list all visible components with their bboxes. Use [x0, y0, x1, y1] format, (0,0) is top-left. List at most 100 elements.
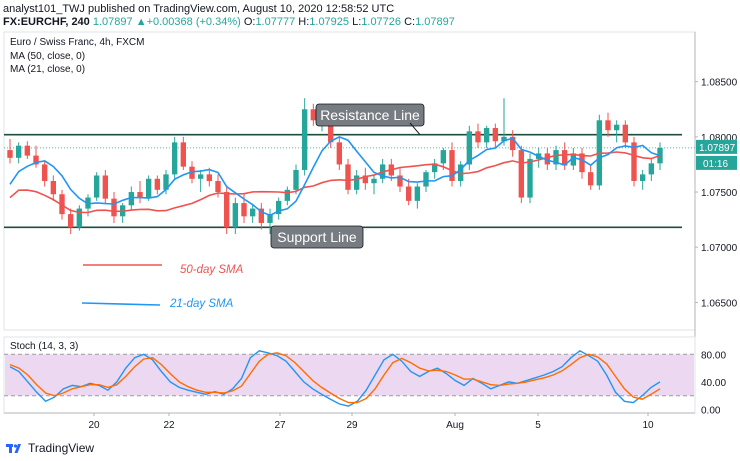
candle-body [492, 128, 499, 142]
candle-body [405, 186, 412, 201]
footer: TradingView [0, 438, 740, 461]
candle-body [249, 208, 256, 217]
time-axis-tick-label: 22 [163, 420, 175, 431]
last-price-value: 1.07897 [92, 16, 133, 28]
price-axis-tick-label: 1.08500 [701, 78, 738, 89]
main-pane: 1.08500 1.08000 1.07500 1.07000 1.06500 Resis… [3, 31, 738, 413]
candle-body [440, 150, 447, 164]
time-axis-tick-label: Aug [446, 420, 464, 431]
candle-body [284, 189, 291, 201]
candle-body [371, 178, 377, 184]
candle-body [475, 131, 481, 143]
candle-body [449, 150, 455, 181]
time-axis-tick-label: 27 [274, 420, 286, 431]
candle-body [93, 175, 100, 198]
candle-body [24, 145, 31, 156]
chart-header: analyst101_TWJ published on TradingView.… [0, 0, 740, 30]
price-axis-tick-label: 1.08000 [701, 133, 738, 144]
candle-body [241, 203, 247, 217]
candle-body [310, 109, 317, 121]
low-value: 1.07726 [361, 16, 402, 28]
candle-body [605, 120, 611, 131]
candle-body [397, 175, 403, 187]
candle-body [648, 163, 655, 175]
candle-body [180, 142, 187, 167]
resistance-line-label-box [315, 103, 425, 127]
stoch-axis-tick-label: 40.00 [701, 378, 726, 389]
candle-body [41, 164, 48, 181]
publish-info: analyst101_TWJ published on TradingView.… [3, 3, 395, 15]
candle-body [232, 203, 239, 228]
chart-title: Euro / Swiss Franc, 4h, FXCM [10, 37, 144, 48]
stoch-band [5, 354, 694, 396]
candle-body [137, 192, 143, 198]
sma21-legend-label: 21-day SMA [169, 298, 234, 310]
candle-body [7, 150, 13, 158]
candle-body [33, 155, 39, 165]
candle-body [431, 163, 438, 173]
stoch-line [9, 349, 661, 407]
price-axis-tick-label: 1.07000 [701, 243, 738, 254]
candle-body [501, 136, 507, 142]
candle-body [423, 172, 429, 187]
price-axis-tick-label: 1.07500 [701, 188, 738, 199]
candle-body [293, 169, 299, 190]
candle-body [457, 164, 464, 181]
candle-body [336, 142, 343, 165]
time-axis-tick-label: 29 [346, 420, 358, 431]
candle-body [215, 181, 221, 193]
candle-body [145, 178, 152, 198]
candle-body [544, 153, 551, 165]
candle-body [163, 174, 169, 190]
stoch-line [9, 352, 661, 404]
symbol-label: FX:EURCHF, 240 [3, 16, 90, 28]
sma50-legend-label: 50-day SMA [180, 264, 244, 276]
sma21-legend-line [81, 302, 161, 306]
candle-body [67, 214, 74, 228]
change-value: ▲+0.00368 (+0.34%) [135, 16, 241, 28]
candle-body [50, 181, 57, 195]
candle-body [15, 145, 22, 158]
price-chart[interactable]: 1.08500 1.08000 1.07500 1.07000 1.06500 Resis… [0, 30, 740, 438]
tradingview-logo[interactable]: TradingView [6, 441, 94, 455]
countdown-tag [696, 155, 737, 170]
candle-body [553, 150, 559, 165]
resistance-line-label: Resistance Line [315, 103, 425, 127]
candle-body [301, 109, 308, 170]
last-price-tag-label: 1.07897 [699, 143, 736, 154]
candle-body [189, 166, 195, 179]
resistance-line-label-text: Resistance Line [320, 107, 420, 123]
time-axis-tick-label: 20 [88, 420, 100, 431]
ma-50-line [9, 151, 661, 214]
candle-body [579, 153, 585, 173]
candle-body [518, 150, 525, 198]
candle-body [345, 164, 351, 190]
candle-body [197, 174, 204, 179]
candle-body [353, 175, 360, 190]
ohlc-info: FX:EURCHF, 240 1.07897 ▲+0.00368 (+0.34%… [3, 16, 455, 28]
stoch-title: Stoch (14, 3, 3) [10, 341, 78, 352]
candle-body [102, 175, 109, 199]
candle-body [111, 198, 117, 217]
candle-body [483, 128, 490, 143]
ma-21-line [9, 136, 661, 217]
support-line-label: Support Line [270, 225, 364, 249]
candle-body [206, 174, 213, 181]
candle-body [639, 174, 646, 181]
tradingview-logo-text: TradingView [28, 441, 95, 455]
time-axis-tick-label: 5 [535, 420, 541, 431]
ma-legend-entry: MA (50, close, 0) [10, 51, 85, 62]
candle-body [509, 136, 516, 151]
stoch-axis-tick-label: 80.00 [701, 350, 726, 361]
candle-body [275, 200, 282, 215]
countdown-tag-label: 01:16 [703, 159, 728, 170]
candle-body [631, 142, 637, 181]
support-line-label-box [270, 225, 364, 249]
candle-body [414, 186, 421, 201]
candle-body [267, 214, 273, 223]
last-price-tag [696, 139, 737, 154]
candle-body [327, 114, 334, 143]
candle-body [561, 150, 568, 166]
candle-body [128, 192, 135, 206]
candle-body [466, 131, 473, 165]
